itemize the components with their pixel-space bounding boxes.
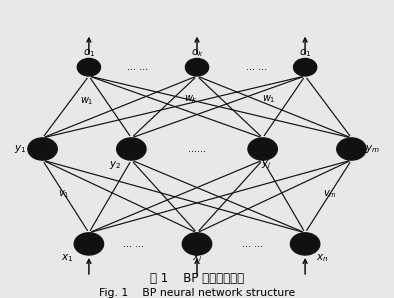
Circle shape <box>186 58 208 76</box>
Text: Fig. 1    BP neural network structure: Fig. 1 BP neural network structure <box>99 288 295 298</box>
Text: $w_k$: $w_k$ <box>184 93 198 105</box>
Text: $y_m$: $y_m$ <box>365 143 380 155</box>
Text: $y_1$: $y_1$ <box>14 143 26 155</box>
Text: $o_k$: $o_k$ <box>191 47 203 59</box>
Circle shape <box>117 138 146 160</box>
Text: $w_1$: $w_1$ <box>80 95 94 107</box>
Circle shape <box>294 58 317 76</box>
Text: $v_m$: $v_m$ <box>323 188 337 200</box>
Circle shape <box>74 233 104 255</box>
Circle shape <box>77 58 100 76</box>
Text: ... ...: ... ... <box>242 239 264 249</box>
Text: $x_i$: $x_i$ <box>192 253 202 264</box>
Text: $y_j$: $y_j$ <box>260 159 271 171</box>
Circle shape <box>290 233 320 255</box>
Text: $y_2$: $y_2$ <box>109 159 121 171</box>
Circle shape <box>337 138 366 160</box>
Circle shape <box>182 233 212 255</box>
Text: $w_1$: $w_1$ <box>262 93 275 105</box>
Text: $o_1$: $o_1$ <box>83 47 95 59</box>
Text: ... ...: ... ... <box>123 239 144 249</box>
Circle shape <box>28 138 57 160</box>
Text: ......: ...... <box>188 144 206 154</box>
Text: $o_1$: $o_1$ <box>299 47 311 59</box>
Circle shape <box>248 138 277 160</box>
Text: $x_1$: $x_1$ <box>61 253 74 264</box>
Text: $v_1$: $v_1$ <box>58 188 69 200</box>
Text: $x_n$: $x_n$ <box>316 253 329 264</box>
Text: ... ...: ... ... <box>246 62 268 72</box>
Text: ... ...: ... ... <box>126 62 148 72</box>
Text: 图 1    BP 神经网络结构: 图 1 BP 神经网络结构 <box>150 272 244 285</box>
